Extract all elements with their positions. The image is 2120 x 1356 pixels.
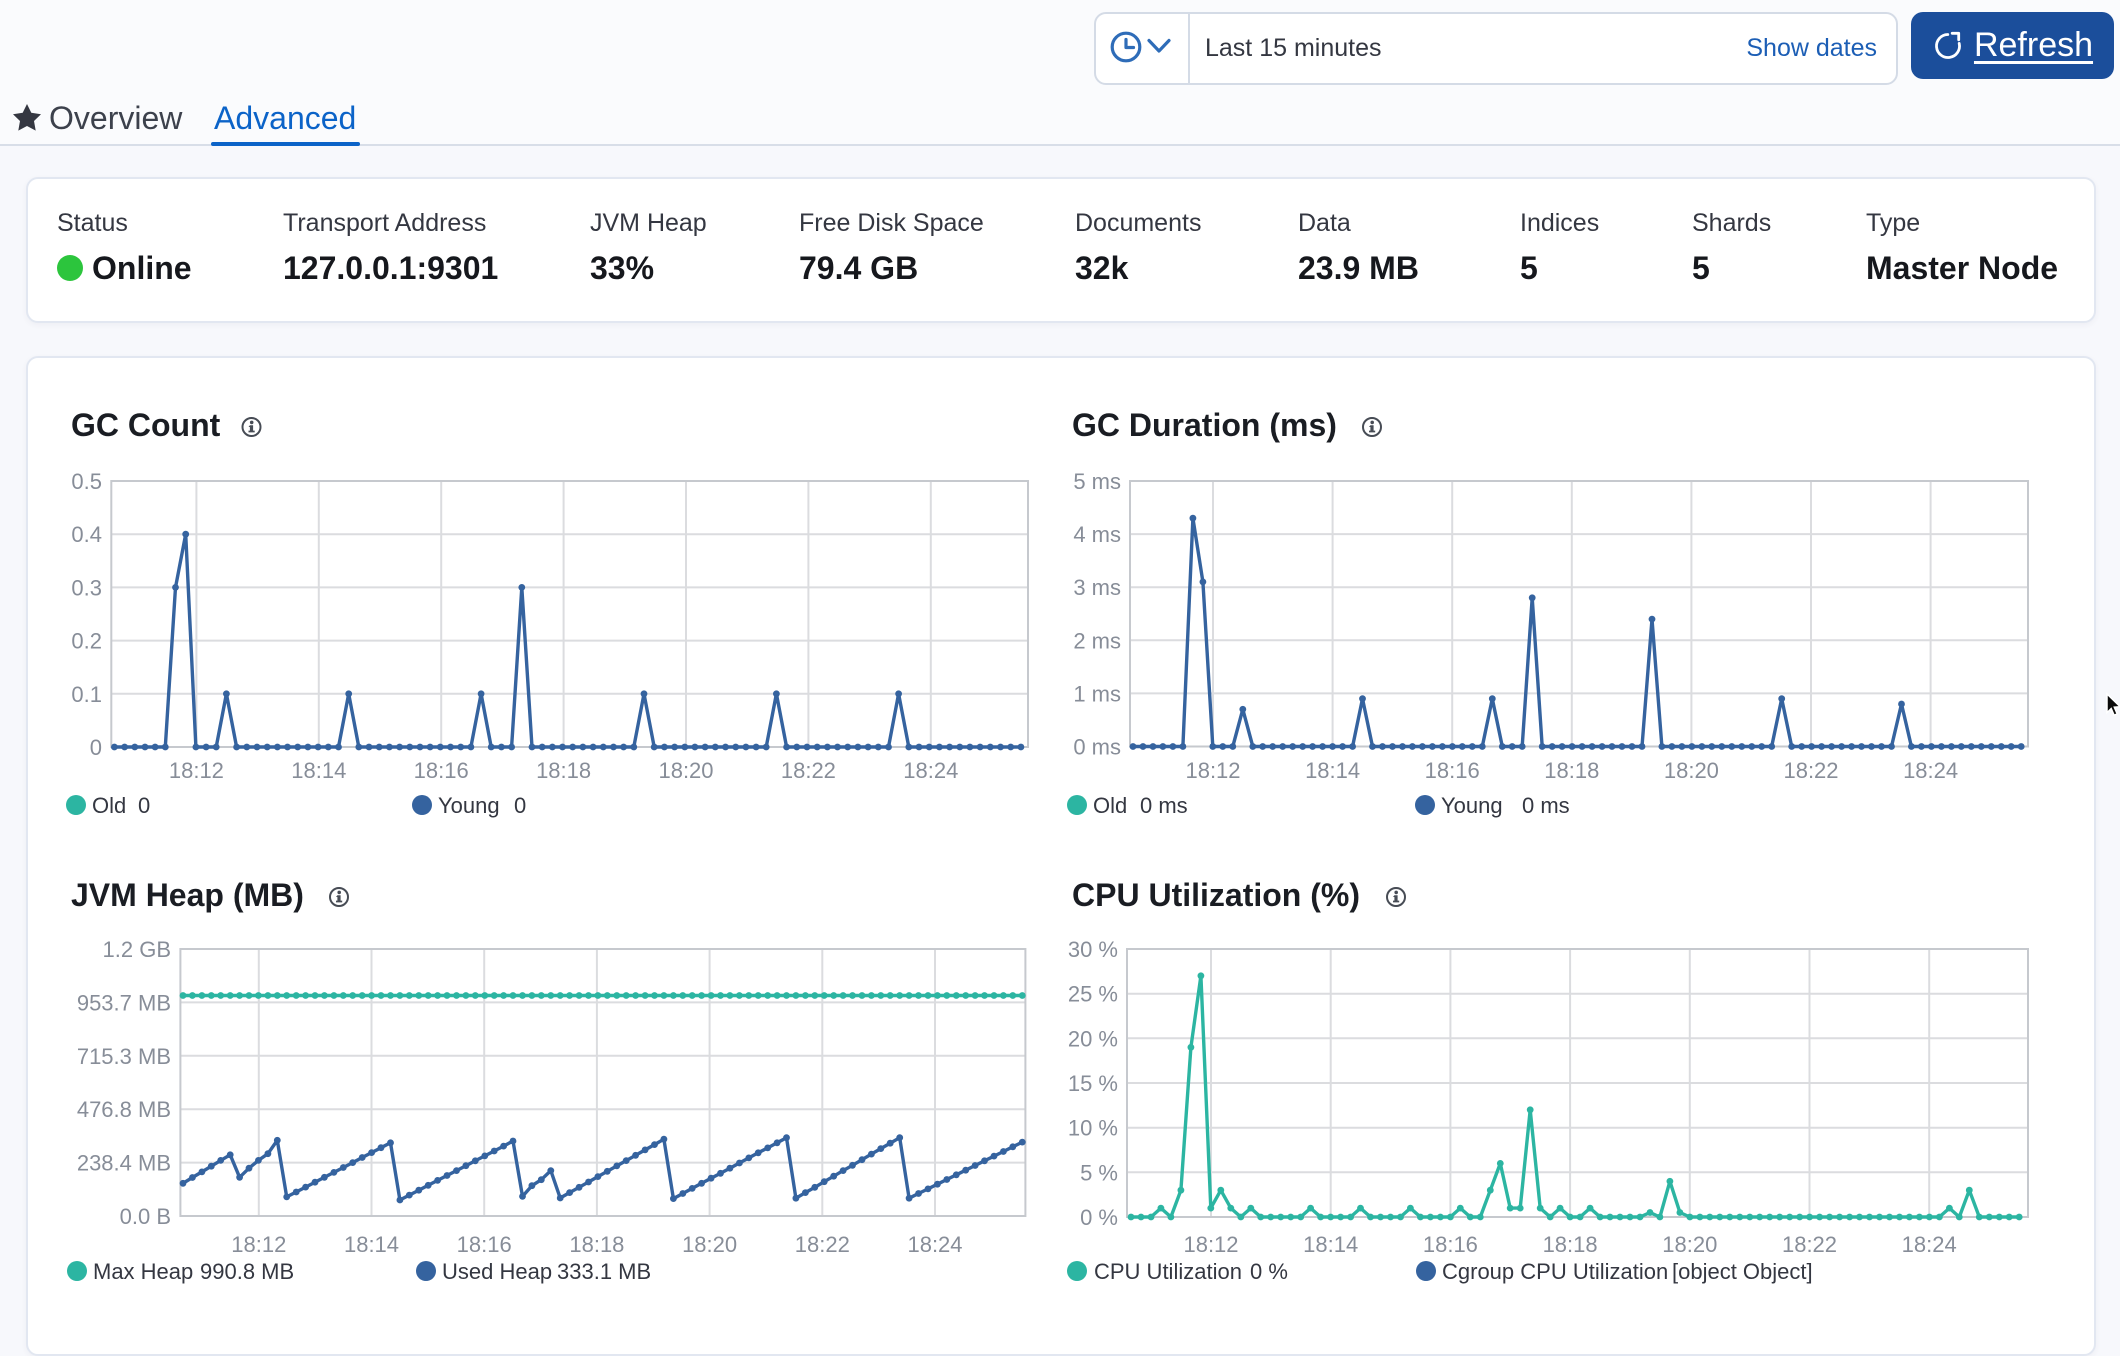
svg-text:333.1 MB: 333.1 MB: [557, 1259, 651, 1284]
svg-text:18:14: 18:14: [344, 1232, 399, 1257]
svg-text:30 %: 30 %: [1068, 937, 1118, 962]
svg-text:20 %: 20 %: [1068, 1026, 1118, 1051]
svg-text:953.7 MB: 953.7 MB: [77, 990, 171, 1015]
svg-text:18:22: 18:22: [1783, 758, 1838, 783]
svg-text:15 %: 15 %: [1068, 1071, 1118, 1096]
svg-text:0.1: 0.1: [71, 682, 102, 707]
svg-text:18:16: 18:16: [1423, 1232, 1478, 1257]
svg-text:Used Heap: Used Heap: [442, 1259, 552, 1284]
svg-text:0: 0: [514, 793, 526, 818]
svg-text:CPU Utilization (%): CPU Utilization (%): [1072, 877, 1360, 913]
svg-text:Cgroup CPU Utilization: Cgroup CPU Utilization: [1442, 1259, 1668, 1284]
svg-text:18:16: 18:16: [1425, 758, 1480, 783]
svg-text:18:24: 18:24: [1903, 758, 1958, 783]
svg-text:18:12: 18:12: [231, 1232, 286, 1257]
svg-text:Old: Old: [92, 793, 126, 818]
svg-text:18:18: 18:18: [1543, 1232, 1598, 1257]
svg-text:18:20: 18:20: [1662, 1232, 1717, 1257]
svg-text:0 ms: 0 ms: [1073, 735, 1121, 760]
svg-text:0.5: 0.5: [71, 469, 102, 494]
svg-text:18:24: 18:24: [1902, 1232, 1957, 1257]
svg-text:476.8 MB: 476.8 MB: [77, 1097, 171, 1122]
svg-text:18:18: 18:18: [1544, 758, 1599, 783]
svg-text:18:18: 18:18: [569, 1232, 624, 1257]
svg-text:GC Count: GC Count: [71, 407, 221, 443]
svg-text:18:24: 18:24: [907, 1232, 962, 1257]
svg-text:CPU Utilization: CPU Utilization: [1094, 1259, 1242, 1284]
svg-text:GC Duration (ms): GC Duration (ms): [1072, 407, 1337, 443]
svg-text:0 ms: 0 ms: [1522, 793, 1570, 818]
svg-text:0 %: 0 %: [1080, 1205, 1118, 1230]
svg-text:1.2 GB: 1.2 GB: [103, 937, 171, 962]
svg-text:5 %: 5 %: [1080, 1160, 1118, 1185]
svg-text:715.3 MB: 715.3 MB: [77, 1044, 171, 1069]
svg-text:18:16: 18:16: [414, 758, 469, 783]
svg-text:18:20: 18:20: [682, 1232, 737, 1257]
svg-text:2 ms: 2 ms: [1073, 628, 1121, 653]
svg-text:18:12: 18:12: [169, 758, 224, 783]
svg-text:18:20: 18:20: [1664, 758, 1719, 783]
svg-text:0.0 B: 0.0 B: [120, 1204, 171, 1229]
svg-text:238.4 MB: 238.4 MB: [77, 1151, 171, 1176]
svg-text:Young: Young: [438, 793, 500, 818]
svg-text:[object Object]: [object Object]: [1672, 1259, 1813, 1284]
svg-text:18:18: 18:18: [536, 758, 591, 783]
svg-text:0: 0: [138, 793, 150, 818]
svg-text:Young: Young: [1441, 793, 1503, 818]
svg-text:0 %: 0 %: [1250, 1259, 1288, 1284]
svg-text:0.4: 0.4: [71, 522, 102, 547]
svg-text:0 ms: 0 ms: [1140, 793, 1188, 818]
svg-text:18:12: 18:12: [1185, 758, 1240, 783]
svg-text:4 ms: 4 ms: [1073, 522, 1121, 547]
svg-text:5 ms: 5 ms: [1073, 469, 1121, 494]
svg-text:0: 0: [90, 735, 102, 760]
svg-text:10 %: 10 %: [1068, 1116, 1118, 1141]
svg-text:1 ms: 1 ms: [1073, 681, 1121, 706]
svg-text:18:22: 18:22: [795, 1232, 850, 1257]
svg-text:18:16: 18:16: [457, 1232, 512, 1257]
svg-text:18:22: 18:22: [781, 758, 836, 783]
svg-text:18:14: 18:14: [291, 758, 346, 783]
svg-text:18:12: 18:12: [1183, 1232, 1238, 1257]
svg-text:18:14: 18:14: [1303, 1232, 1358, 1257]
svg-text:0.2: 0.2: [71, 629, 102, 654]
svg-text:18:20: 18:20: [658, 758, 713, 783]
svg-text:18:22: 18:22: [1782, 1232, 1837, 1257]
svg-text:JVM Heap (MB): JVM Heap (MB): [71, 877, 304, 913]
svg-text:18:24: 18:24: [903, 758, 958, 783]
svg-text:3 ms: 3 ms: [1073, 575, 1121, 600]
svg-text:0.3: 0.3: [71, 575, 102, 600]
svg-text:990.8 MB: 990.8 MB: [200, 1259, 294, 1284]
svg-text:25 %: 25 %: [1068, 982, 1118, 1007]
svg-text:Max Heap: Max Heap: [93, 1259, 193, 1284]
svg-text:Old: Old: [1093, 793, 1127, 818]
svg-text:18:14: 18:14: [1305, 758, 1360, 783]
